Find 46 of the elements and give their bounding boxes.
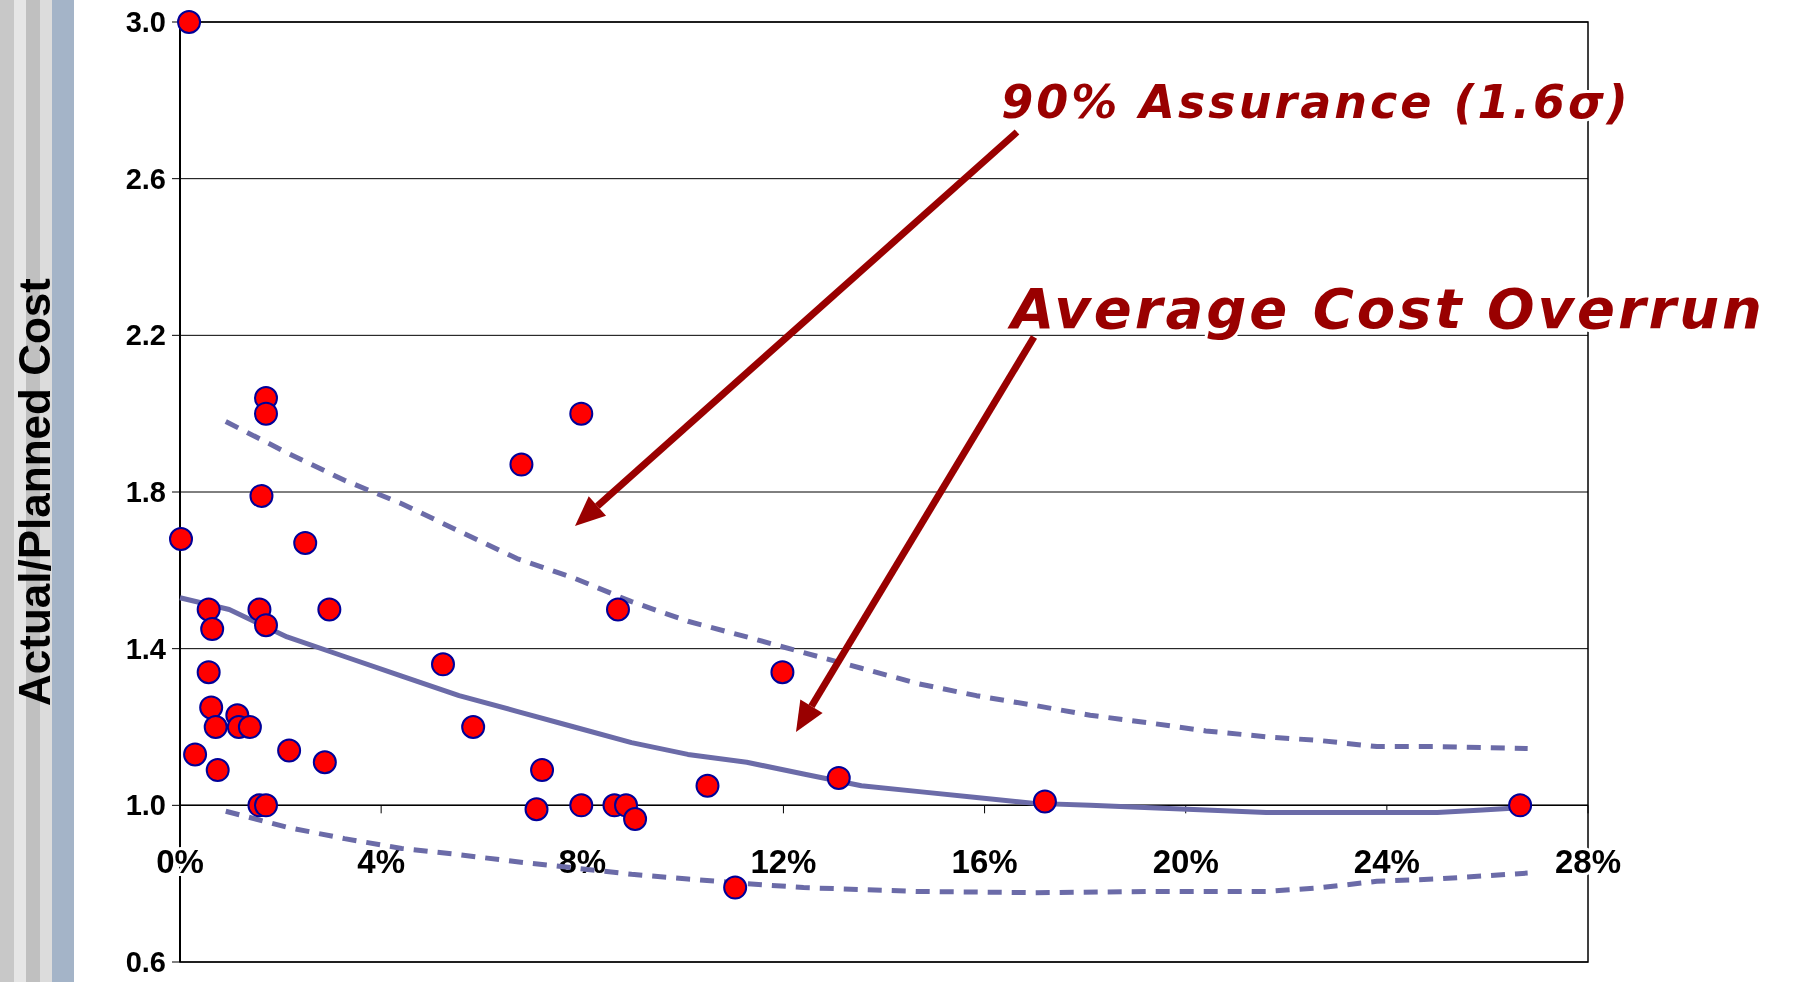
point <box>569 793 594 818</box>
point <box>826 765 851 790</box>
point <box>205 758 230 783</box>
y-tick-label: 1.8 <box>125 476 166 509</box>
point <box>253 613 278 638</box>
point <box>169 527 194 551</box>
point <box>1508 793 1533 818</box>
point <box>293 530 318 555</box>
point <box>253 401 278 426</box>
point <box>509 452 534 477</box>
point <box>723 875 748 900</box>
y-tick-label: 0.6 <box>125 946 166 979</box>
y-tick-label: 2.2 <box>125 319 166 352</box>
x-tick-label: 4% <box>357 843 405 881</box>
y-tick-label: 1.4 <box>125 632 166 665</box>
point <box>605 597 630 622</box>
point <box>249 483 274 508</box>
point <box>569 401 594 426</box>
x-tick-label: 16% <box>951 843 1018 881</box>
y-tick-label: 1.0 <box>125 789 166 822</box>
point <box>196 660 221 685</box>
point <box>623 807 648 832</box>
point <box>253 793 278 818</box>
x-tick-label: 24% <box>1353 843 1420 881</box>
point <box>196 597 221 622</box>
point <box>317 597 342 622</box>
point <box>177 10 202 34</box>
y-tick-label: 3.0 <box>125 6 166 39</box>
point <box>183 742 208 767</box>
point <box>277 738 302 763</box>
point <box>312 750 337 775</box>
x-tick-label: 20% <box>1152 843 1219 881</box>
point <box>199 695 224 720</box>
point <box>770 660 795 685</box>
point <box>203 715 228 739</box>
point <box>530 758 555 783</box>
point <box>237 715 262 739</box>
x-tick-label: 12% <box>750 843 817 881</box>
point <box>1032 789 1057 814</box>
point <box>200 617 225 642</box>
y-tick-label: 2.6 <box>125 162 166 195</box>
point <box>430 652 455 677</box>
point <box>524 797 549 822</box>
y-axis-title: Actual/Planned Cost <box>10 277 59 706</box>
point <box>695 773 720 798</box>
point <box>461 715 486 739</box>
